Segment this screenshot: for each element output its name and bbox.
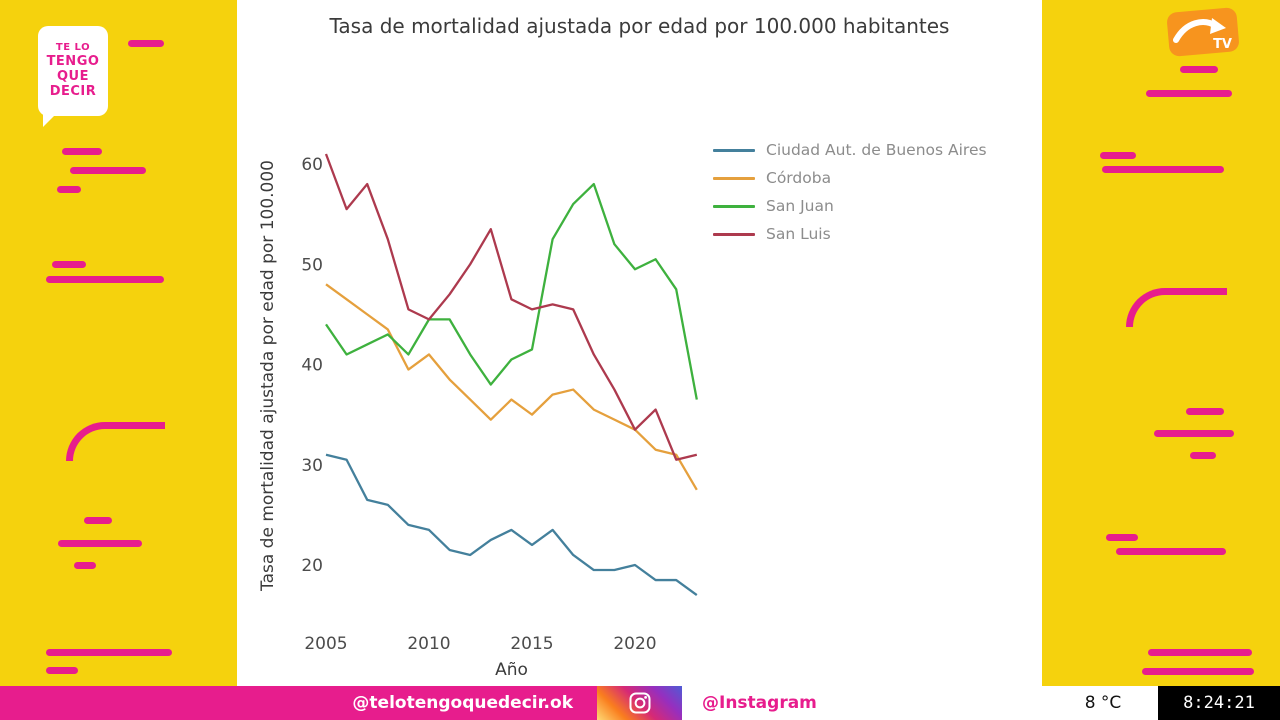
- legend-swatch: [713, 204, 755, 208]
- line-chart: 20 30 40 50 60 2005 2010 2015 2020: [301, 153, 698, 654]
- decorative-stroke: [1102, 166, 1224, 173]
- x-tick-label: 2005: [304, 634, 347, 654]
- y-tick-label: 40: [301, 356, 323, 376]
- decorative-stroke: [46, 649, 172, 656]
- decorative-stroke: [1186, 408, 1224, 415]
- clock-readout: 8:24:21: [1158, 686, 1280, 720]
- decorative-stroke: [1154, 430, 1234, 437]
- legend-item: San Juan: [713, 192, 987, 220]
- decorative-arc: [1126, 288, 1227, 327]
- decorative-stroke: [1190, 452, 1216, 459]
- decorative-stroke: [128, 40, 164, 47]
- legend-swatch: [713, 232, 755, 236]
- chart-legend: Ciudad Aut. de Buenos Aires Córdoba San Ju…: [713, 136, 987, 248]
- legend-label: San Juan: [766, 197, 834, 215]
- show-logo: TE LO TENGO QUE DECIR: [38, 26, 108, 127]
- series-line-san-luis: [324, 153, 698, 461]
- y-tick-label: 60: [301, 155, 323, 175]
- decorative-stroke: [62, 148, 102, 155]
- ticker-right-section: @Instagram 8 °C 8:24:21: [682, 686, 1280, 720]
- logo-text: TE LO: [55, 42, 91, 54]
- show-handle: @telotengoquedecir.ok: [0, 686, 597, 720]
- logo-text: DECIR: [49, 83, 97, 99]
- logo-text: TENGO: [46, 53, 100, 69]
- decorative-stroke: [1116, 548, 1226, 555]
- decorative-stroke: [1142, 668, 1254, 675]
- decorative-stroke: [58, 540, 142, 547]
- decorative-stroke: [46, 667, 78, 674]
- x-tick-label: 2010: [407, 634, 450, 654]
- series-line-ciudad-aut-de-buenos-aires: [325, 453, 698, 597]
- y-tick-label: 50: [301, 255, 323, 275]
- temperature-readout: 8 °C: [1084, 693, 1122, 713]
- y-tick-label: 20: [301, 556, 323, 576]
- decorative-stroke: [52, 261, 86, 268]
- logo-text: QUE: [57, 68, 89, 84]
- arrow-icon: [1173, 18, 1226, 43]
- series-line-c-rdoba: [325, 283, 698, 491]
- legend-item: Córdoba: [713, 164, 987, 192]
- legend-label: Córdoba: [766, 169, 832, 187]
- x-axis-label: Año: [495, 660, 528, 680]
- legend-label: San Luis: [766, 225, 831, 243]
- decorative-stroke: [74, 562, 96, 569]
- instagram-handle: @Instagram: [702, 693, 817, 713]
- decorative-stroke: [1146, 90, 1232, 97]
- legend-swatch: [713, 148, 755, 152]
- decorative-stroke: [84, 517, 112, 524]
- channel-logo: TV: [1162, 6, 1244, 62]
- instagram-icon: [629, 692, 650, 714]
- chart-panel: Tasa de mortalidad ajustada por edad por…: [237, 0, 1042, 686]
- x-tick-label: 2020: [613, 634, 656, 654]
- instagram-tile: [597, 686, 682, 720]
- bottom-ticker: @telotengoquedecir.ok @Instagram 8 °C 8:…: [0, 686, 1280, 720]
- channel-badge-label: TV: [1213, 37, 1232, 52]
- decorative-stroke: [46, 276, 164, 283]
- legend-item: Ciudad Aut. de Buenos Aires: [713, 136, 987, 164]
- decorative-stroke: [1106, 534, 1138, 541]
- decorative-arc: [66, 422, 165, 461]
- series-line-san-juan: [325, 182, 698, 400]
- y-tick-label: 30: [301, 456, 323, 476]
- legend-label: Ciudad Aut. de Buenos Aires: [766, 141, 987, 159]
- decorative-stroke: [70, 167, 146, 174]
- x-tick-label: 2015: [510, 634, 553, 654]
- chart-title: Tasa de mortalidad ajustada por edad por…: [329, 14, 950, 38]
- decorative-stroke: [1180, 66, 1218, 73]
- decorative-stroke: [1100, 152, 1136, 159]
- decorative-stroke: [57, 186, 81, 193]
- decorative-stroke: [1148, 649, 1252, 656]
- legend-swatch: [713, 176, 755, 180]
- legend-item: San Luis: [713, 220, 987, 248]
